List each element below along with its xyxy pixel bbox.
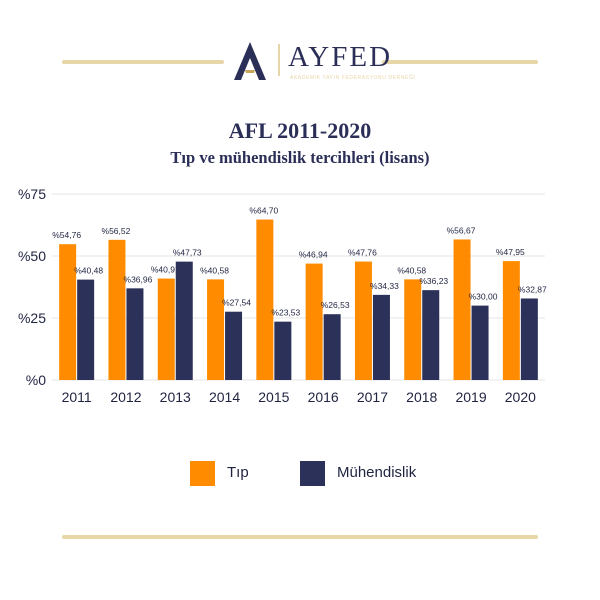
x-tick-label: 2012: [110, 389, 141, 405]
data-label-muhendislik: %30,00: [469, 292, 498, 302]
data-label-muhendislik: %36,96: [124, 274, 153, 284]
y-tick-label: %25: [18, 310, 46, 326]
bar-muhendislik: [422, 290, 440, 380]
legend-label-muhendislik: Mühendislik: [337, 464, 417, 481]
y-tick-label: %75: [18, 186, 46, 202]
data-label-muhendislik: %27,54: [222, 298, 251, 308]
bar-tip: [502, 261, 520, 380]
bar-muhendislik: [471, 305, 489, 380]
bar-muhendislik: [274, 321, 292, 380]
bar-tip: [354, 261, 372, 380]
y-tick-label: %0: [26, 372, 46, 388]
brand-tagline: AKADEMİK YAYIN FEDERASYONU DERNEĞİ: [290, 75, 416, 81]
bar-tip: [108, 239, 126, 380]
data-label-muhendislik: %40,48: [74, 266, 103, 276]
bar-muhendislik: [77, 279, 95, 380]
y-tick-label: %50: [18, 248, 46, 264]
bar-tip: [453, 239, 471, 380]
bar-muhendislik: [520, 298, 538, 380]
bar-muhendislik: [126, 288, 144, 380]
bottom-gold-rule: [62, 535, 538, 539]
bar-tip: [59, 244, 77, 380]
bar-muhendislik: [323, 314, 341, 380]
logo-divider: [278, 44, 280, 76]
top-left-gold-rule: [62, 60, 224, 64]
bar-muhendislik: [372, 294, 390, 380]
bar-tip: [207, 279, 225, 380]
x-tick-label: 2019: [455, 389, 486, 405]
bar-tip: [404, 279, 422, 380]
top-right-gold-rule: [382, 60, 538, 64]
bar-tip: [256, 219, 274, 380]
data-label-muhendislik: %34,33: [370, 281, 399, 291]
bar-tip: [305, 263, 323, 380]
data-label-muhendislik: %47,73: [173, 248, 202, 258]
x-tick-label: 2018: [406, 389, 437, 405]
x-tick-label: 2013: [160, 389, 191, 405]
data-label-muhendislik: %23,53: [271, 308, 300, 318]
brand-name: AYFED: [288, 41, 393, 73]
data-label-tip: %46,94: [299, 250, 328, 260]
x-tick-label: 2014: [209, 389, 240, 405]
data-label-muhendislik: %32,87: [518, 284, 547, 294]
bar-muhendislik: [225, 311, 243, 380]
x-tick-label: 2017: [357, 389, 388, 405]
data-label-muhendislik: %26,53: [321, 300, 350, 310]
data-label-tip: %56,52: [102, 226, 131, 236]
x-tick-label: 2020: [505, 389, 536, 405]
bar-tip: [157, 278, 175, 380]
data-label-tip: %47,76: [348, 248, 377, 258]
data-label-tip: %64,70: [249, 206, 278, 216]
x-tick-label: 2016: [308, 389, 339, 405]
legend-swatch-muhendislik: [300, 461, 325, 486]
legend-label-tip: Tıp: [227, 464, 249, 481]
data-label-muhendislik: %36,23: [419, 276, 448, 286]
chart-title: AFL 2011-2020: [228, 118, 372, 143]
data-label-tip: %56,67: [447, 225, 476, 235]
data-label-tip: %40,58: [397, 265, 426, 275]
data-label-tip: %47,95: [496, 247, 525, 257]
bar-muhendislik: [175, 261, 193, 380]
x-tick-label: 2011: [62, 389, 92, 405]
ayfed-logo-icon: [234, 42, 266, 80]
data-label-tip: %40,91: [151, 265, 180, 275]
legend-swatch-tip: [190, 461, 215, 486]
data-label-tip: %40,58: [200, 265, 229, 275]
data-label-tip: %54,76: [52, 230, 81, 240]
chart-subtitle: Tıp ve mühendislik tercihleri (lisans): [170, 148, 430, 167]
x-tick-label: 2015: [258, 389, 289, 405]
